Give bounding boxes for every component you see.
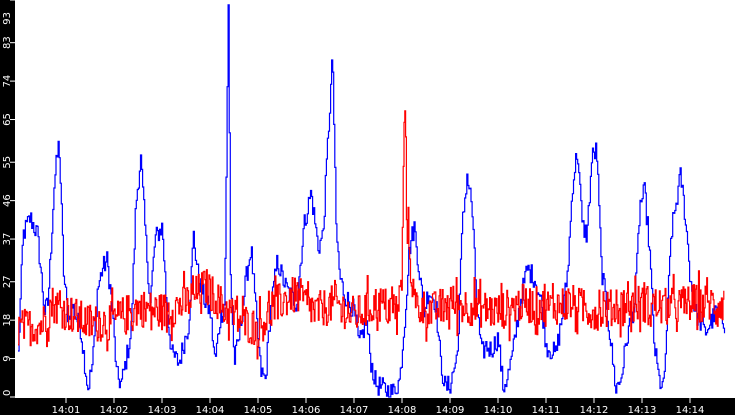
x-tick-label: 14:12 <box>580 405 609 415</box>
y-tick-label: 65 <box>2 113 13 126</box>
x-tick-label: 14:14 <box>676 405 705 415</box>
y-tick-label: 9 <box>2 355 13 361</box>
x-tick-label: 14:13 <box>628 405 657 415</box>
x-tick-label: 14:08 <box>388 405 417 415</box>
x-tick-label: 14:06 <box>292 405 321 415</box>
series-layer <box>18 4 726 398</box>
y-tick-label: 74 <box>2 75 13 88</box>
y-axis: 0 9 18 27 37 46 55 65 74 83 93 <box>2 0 15 398</box>
y-tick-label: 18 <box>2 314 13 327</box>
y-tick-label: 0 <box>2 390 13 396</box>
x-tick-label: 14:10 <box>484 405 513 415</box>
x-tick-label: 14:02 <box>100 405 129 415</box>
y-tick-label: 27 <box>2 275 13 288</box>
y-tick-label: 37 <box>2 233 13 246</box>
x-tick-label: 14:04 <box>196 405 225 415</box>
y-tick-label: 83 <box>2 36 13 49</box>
y-tick-label: 46 <box>2 194 13 207</box>
x-tick-label: 14:09 <box>436 405 465 415</box>
x-tick-label: 14:05 <box>244 405 273 415</box>
plot-area <box>15 0 735 398</box>
x-tick-label: 14:03 <box>148 405 177 415</box>
series-red-line <box>18 110 725 360</box>
x-tick-label: 14:11 <box>532 405 561 415</box>
y-tick-label: 93 <box>2 12 13 25</box>
x-tick-label: 14:07 <box>340 405 369 415</box>
y-tick-label: 55 <box>2 156 13 169</box>
x-axis: 14:01 14:02 14:03 14:04 14:05 14:06 14:07 14:08… <box>52 398 705 415</box>
x-tick-label: 14:01 <box>52 405 81 415</box>
